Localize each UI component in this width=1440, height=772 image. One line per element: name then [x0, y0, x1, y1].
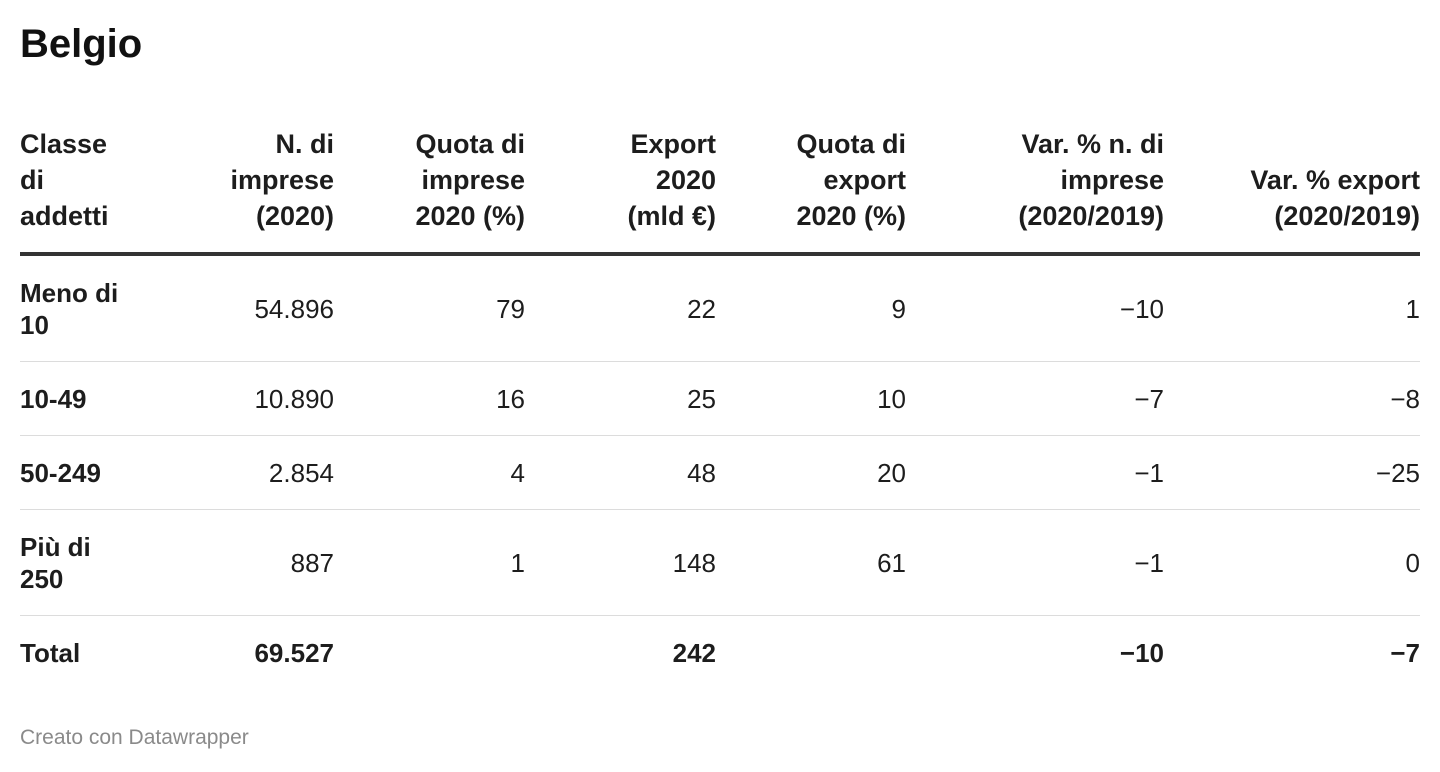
table-title: Belgio [20, 22, 143, 66]
table-cell: 79 [334, 254, 525, 362]
table-cell [334, 616, 525, 691]
row-label: Più di 250 [20, 509, 130, 616]
table-cell: −25 [1164, 435, 1420, 510]
row-label: Meno di 10 [20, 254, 130, 362]
table-cell: 10.890 [130, 361, 334, 436]
total-row: Total 69.527 242 −10 −7 [20, 616, 1420, 691]
table-cell: 2.854 [130, 435, 334, 510]
table-row: 10-49 10.890 16 25 10 −7 −8 [20, 361, 1420, 436]
table-cell: 242 [672, 638, 716, 668]
table-cell: −7 [1390, 638, 1420, 668]
table-row: Meno di 10 54.896 79 22 9 −10 1 [20, 254, 1420, 362]
table-cell: −10 [1119, 638, 1164, 668]
table-cell: −1 [906, 435, 1164, 510]
table-cell: 25 [525, 361, 716, 436]
table-cell [716, 616, 906, 691]
table-cell: 10 [716, 361, 906, 436]
header-row: Classe di addetti N. di imprese (2020) Q… [20, 126, 1420, 256]
row-label: 50-249 [20, 435, 130, 510]
table-cell: −1 [906, 509, 1164, 616]
table-cell: 48 [525, 435, 716, 510]
table-cell: 61 [716, 509, 906, 616]
row-label: Total [20, 638, 81, 668]
column-header: Quota di export 2020 (%) [716, 126, 906, 256]
table-row: Più di 250 887 1 148 61 −1 0 [20, 509, 1420, 616]
data-table: Classe di addetti N. di imprese (2020) Q… [20, 126, 1420, 690]
column-header: Classe di addetti [20, 126, 130, 256]
table-cell: 887 [130, 509, 334, 616]
column-header: Quota di imprese 2020 (%) [334, 126, 525, 256]
column-header: Var. % export (2020/2019) [1164, 126, 1420, 256]
table-cell: −10 [906, 254, 1164, 362]
table-cell: 4 [334, 435, 525, 510]
table-cell: −8 [1164, 361, 1420, 436]
table-cell: 0 [1164, 509, 1420, 616]
table-cell: 54.896 [130, 254, 334, 362]
table-cell: 69.527 [254, 638, 334, 668]
table-cell: 22 [525, 254, 716, 362]
table-cell: 148 [525, 509, 716, 616]
table-cell: 9 [716, 254, 906, 362]
table-cell: 16 [334, 361, 525, 436]
column-header: Var. % n. di imprese (2020/2019) [906, 126, 1164, 256]
credit-text: Creato con Datawrapper [20, 726, 249, 749]
table-row: 50-249 2.854 4 48 20 −1 −25 [20, 435, 1420, 510]
row-label: 10-49 [20, 361, 130, 436]
table-cell: 1 [334, 509, 525, 616]
table-cell: 1 [1164, 254, 1420, 362]
table-cell: −7 [906, 361, 1164, 436]
column-header: Export 2020 (mld €) [525, 126, 716, 256]
column-header: N. di imprese (2020) [130, 126, 334, 256]
table-cell: 20 [716, 435, 906, 510]
